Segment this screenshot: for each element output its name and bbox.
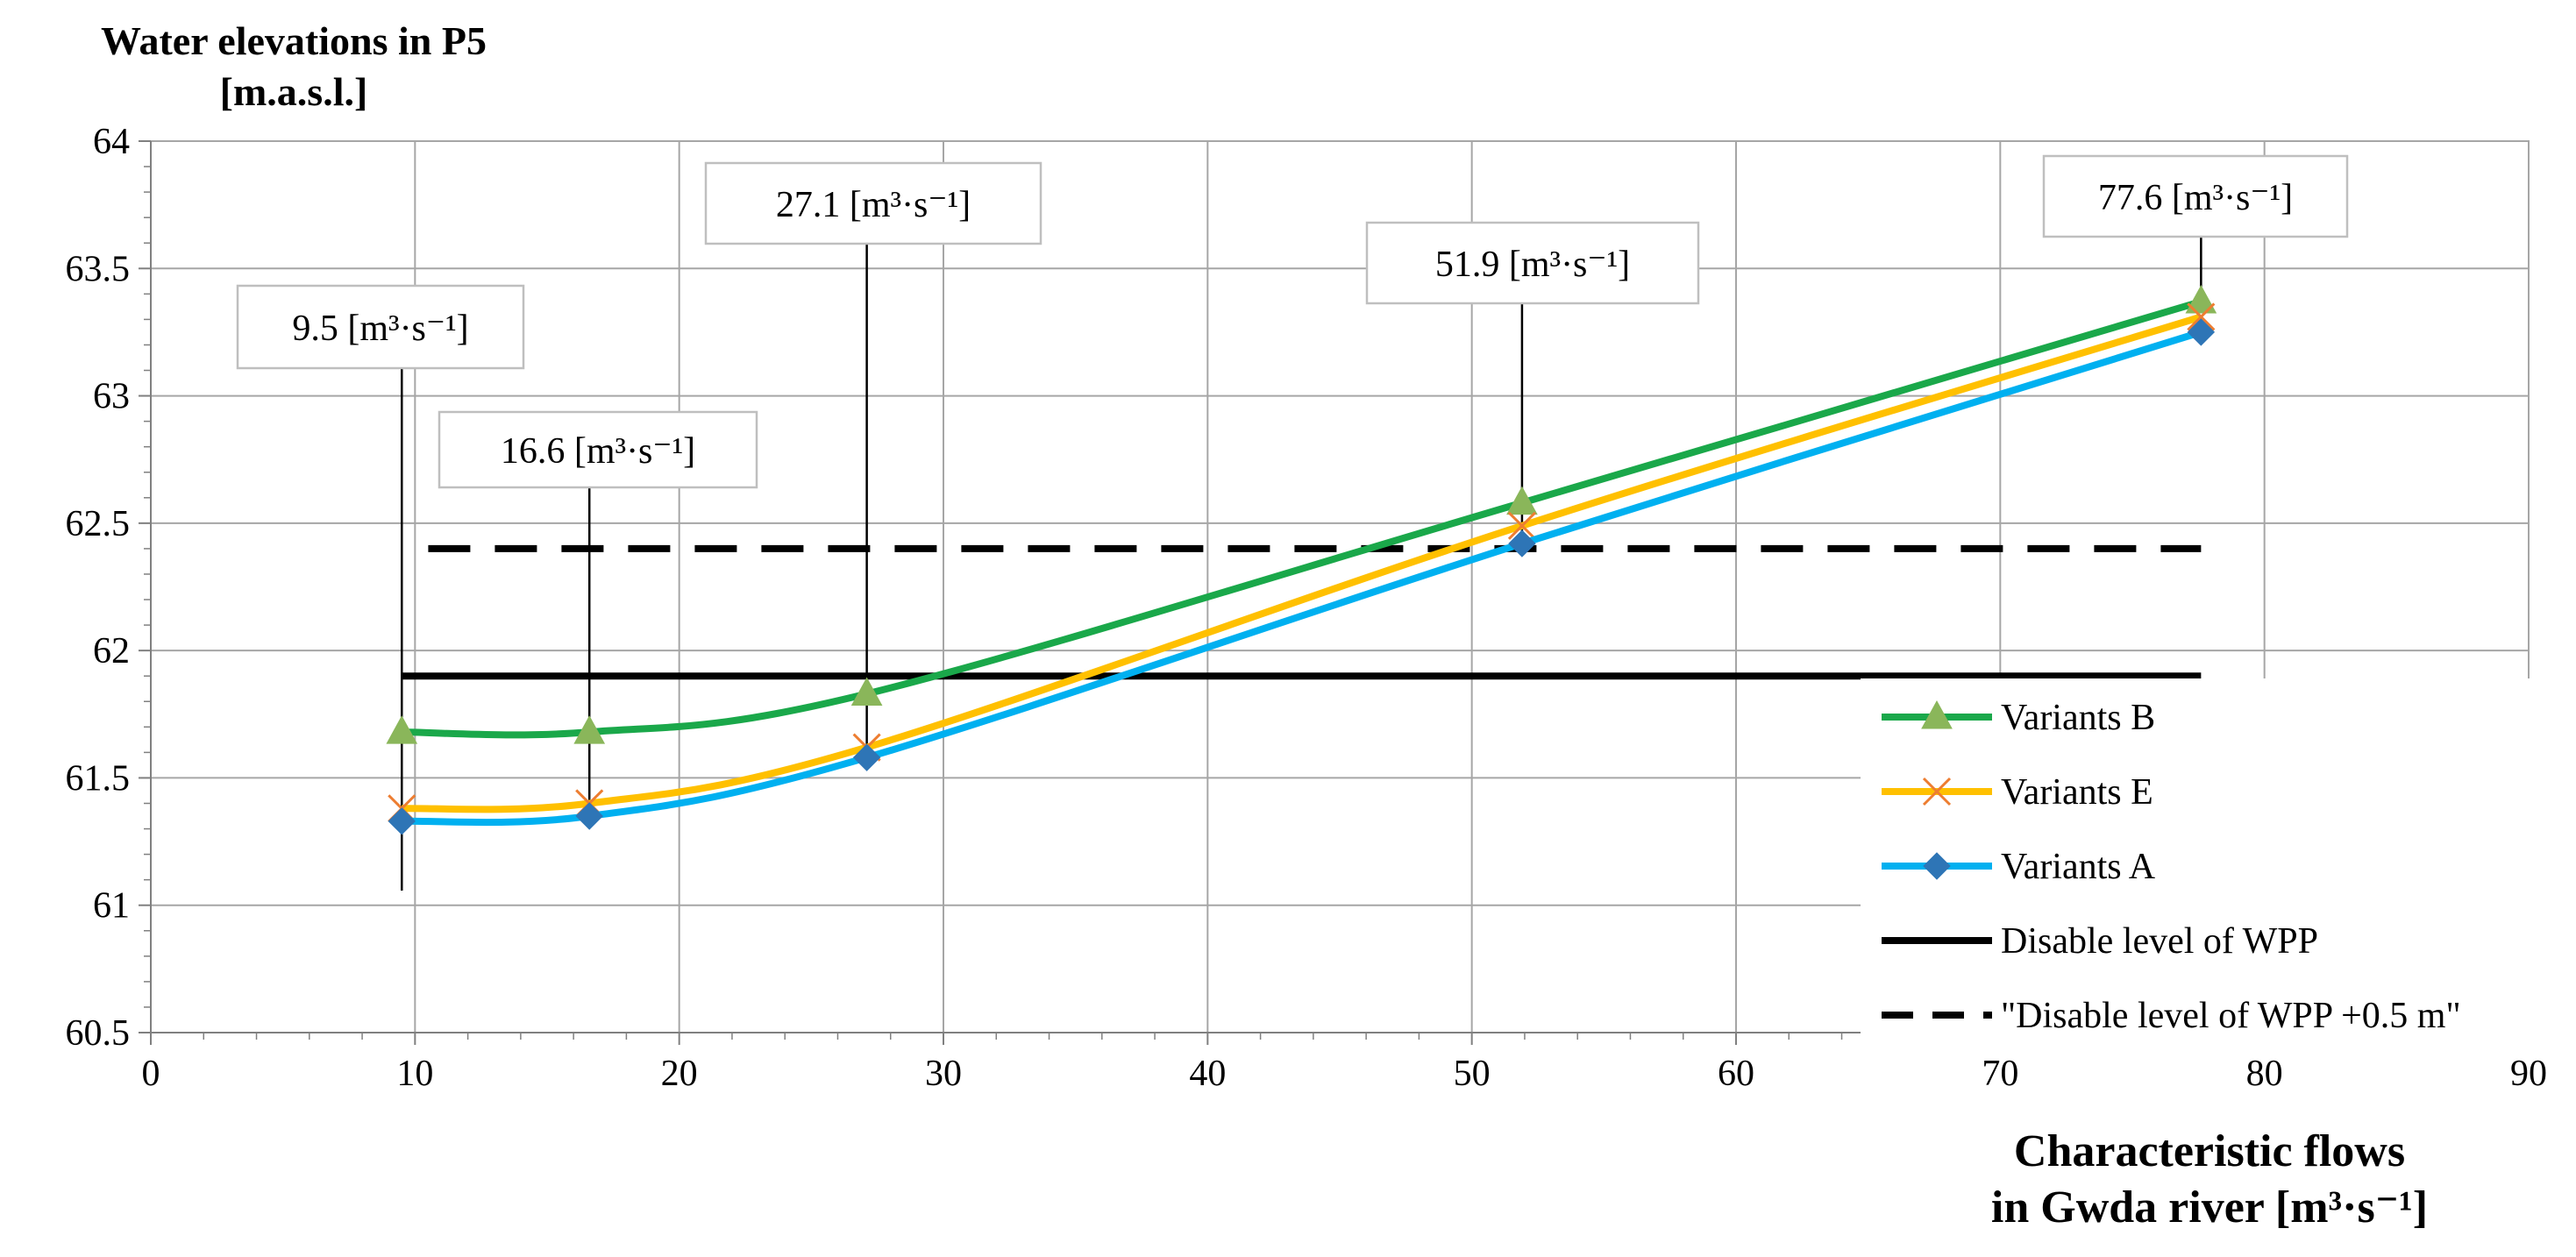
callout-label: 77.6 [m³·s⁻¹] <box>2098 178 2293 218</box>
x-tick-label: 30 <box>925 1054 962 1094</box>
series <box>386 285 2217 835</box>
y-tick-label: 62 <box>93 631 130 671</box>
x-tick-label: 90 <box>2510 1054 2547 1094</box>
data-point-variants-b <box>2185 285 2217 314</box>
legend-label: Variants B <box>2001 698 2155 738</box>
y-axis-label-line1: Water elevations in P5 <box>101 18 487 63</box>
legend-item: "Disable level of WPP +0.5 m" <box>1882 996 2461 1036</box>
legend-item: Disable level of WPP <box>1882 921 2318 962</box>
callout-box <box>236 284 525 370</box>
legend-item: Variants E <box>1882 772 2153 813</box>
legend-marker <box>1923 852 1951 880</box>
callout-label: 16.6 [m³·s⁻¹] <box>501 431 695 472</box>
data-point-variants-b <box>850 677 883 707</box>
callout: 27.1 [m³·s⁻¹] <box>704 161 1042 245</box>
data-point-variants-b <box>1506 486 1538 515</box>
x-tick-label: 10 <box>396 1054 433 1094</box>
x-tick-label: 50 <box>1454 1054 1491 1094</box>
x-axis-label-line1: Characteristic flows <box>2013 1126 2406 1176</box>
callout-box <box>2042 154 2349 238</box>
callout-label: 27.1 [m³·s⁻¹] <box>776 185 971 225</box>
data-point-variants-a <box>852 743 881 771</box>
series-line-variants-b <box>402 298 2202 739</box>
x-axis-label: Characteristic flows in Gwda river [m³·s… <box>1911 1124 2508 1236</box>
y-tick-label: 60.5 <box>66 1013 131 1054</box>
data-point-variants-b <box>386 715 418 744</box>
x-axis-label-line2: in Gwda river [m³·s⁻¹] <box>1990 1182 2429 1232</box>
x-tick-label: 70 <box>1982 1054 2018 1094</box>
data-point-variants-e <box>1507 511 1536 540</box>
marker-stroke <box>1507 511 1536 540</box>
legend-marker <box>1922 777 1952 806</box>
data-point-variants-a <box>1508 529 1536 557</box>
axes: 0 10 20 30 40 50 60 70 80 90 60.5 61 61.5 62 62.5 63 63.… <box>66 122 2548 1094</box>
x-tick-label: 60 <box>1718 1054 1754 1094</box>
y-tick-label: 63.5 <box>66 249 131 289</box>
data-point-variants-e <box>2187 302 2216 331</box>
x-tick-label: 20 <box>661 1054 698 1094</box>
legend-label: Disable level of WPP <box>2001 921 2318 962</box>
marker-stroke <box>2187 302 2216 331</box>
callout-label: 9.5 [m³·s⁻¹] <box>292 309 468 349</box>
legend-label: Variants E <box>2001 772 2153 813</box>
callout: 51.9 [m³·s⁻¹] <box>1365 221 1700 305</box>
legend-label: "Disable level of WPP +0.5 m" <box>2001 996 2461 1036</box>
data-point-variants-b <box>573 715 606 744</box>
data-point-variants-a <box>575 802 603 830</box>
x-tick-label: 40 <box>1189 1054 1226 1094</box>
grid <box>150 140 2530 1033</box>
y-axis-label-line2: [m.a.s.l.] <box>219 69 368 114</box>
data-point-variants-a <box>2187 318 2216 346</box>
callouts: 9.5 [m³·s⁻¹] 16.6 [m³·s⁻¹] 27.1 [m³·s⁻¹] 51… <box>236 154 2349 489</box>
legend: Variants B Variants E Variants A Disable le… <box>1861 678 2576 1055</box>
marker-stroke <box>1922 777 1952 806</box>
callout: 16.6 [m³·s⁻¹] <box>438 410 758 489</box>
legend-item: Variants B <box>1882 698 2155 738</box>
y-tick-label: 62.5 <box>66 504 131 544</box>
callout: 77.6 [m³·s⁻¹] <box>2042 154 2349 238</box>
callout-label: 51.9 [m³·s⁻¹] <box>1435 245 1630 285</box>
y-tick-label: 61.5 <box>66 758 131 799</box>
x-tick-label: 80 <box>2246 1054 2283 1094</box>
legend-marker <box>1921 700 1953 729</box>
y-tick-label: 64 <box>93 122 130 162</box>
y-axis-label: Water elevations in P5 [m.a.s.l.] <box>35 16 552 117</box>
reference-lines <box>402 544 2202 680</box>
y-tick-label: 63 <box>93 377 130 417</box>
callout-box <box>1365 221 1700 305</box>
y-tick-label: 61 <box>93 886 130 927</box>
x-tick-label: 0 <box>142 1054 160 1094</box>
callout: 9.5 [m³·s⁻¹] <box>236 284 525 370</box>
callout-box <box>438 410 758 489</box>
legend-label: Variants A <box>2001 847 2156 887</box>
callout-box <box>704 161 1042 245</box>
data-point-variants-a <box>388 807 416 835</box>
legend-item: Variants A <box>1882 847 2156 887</box>
